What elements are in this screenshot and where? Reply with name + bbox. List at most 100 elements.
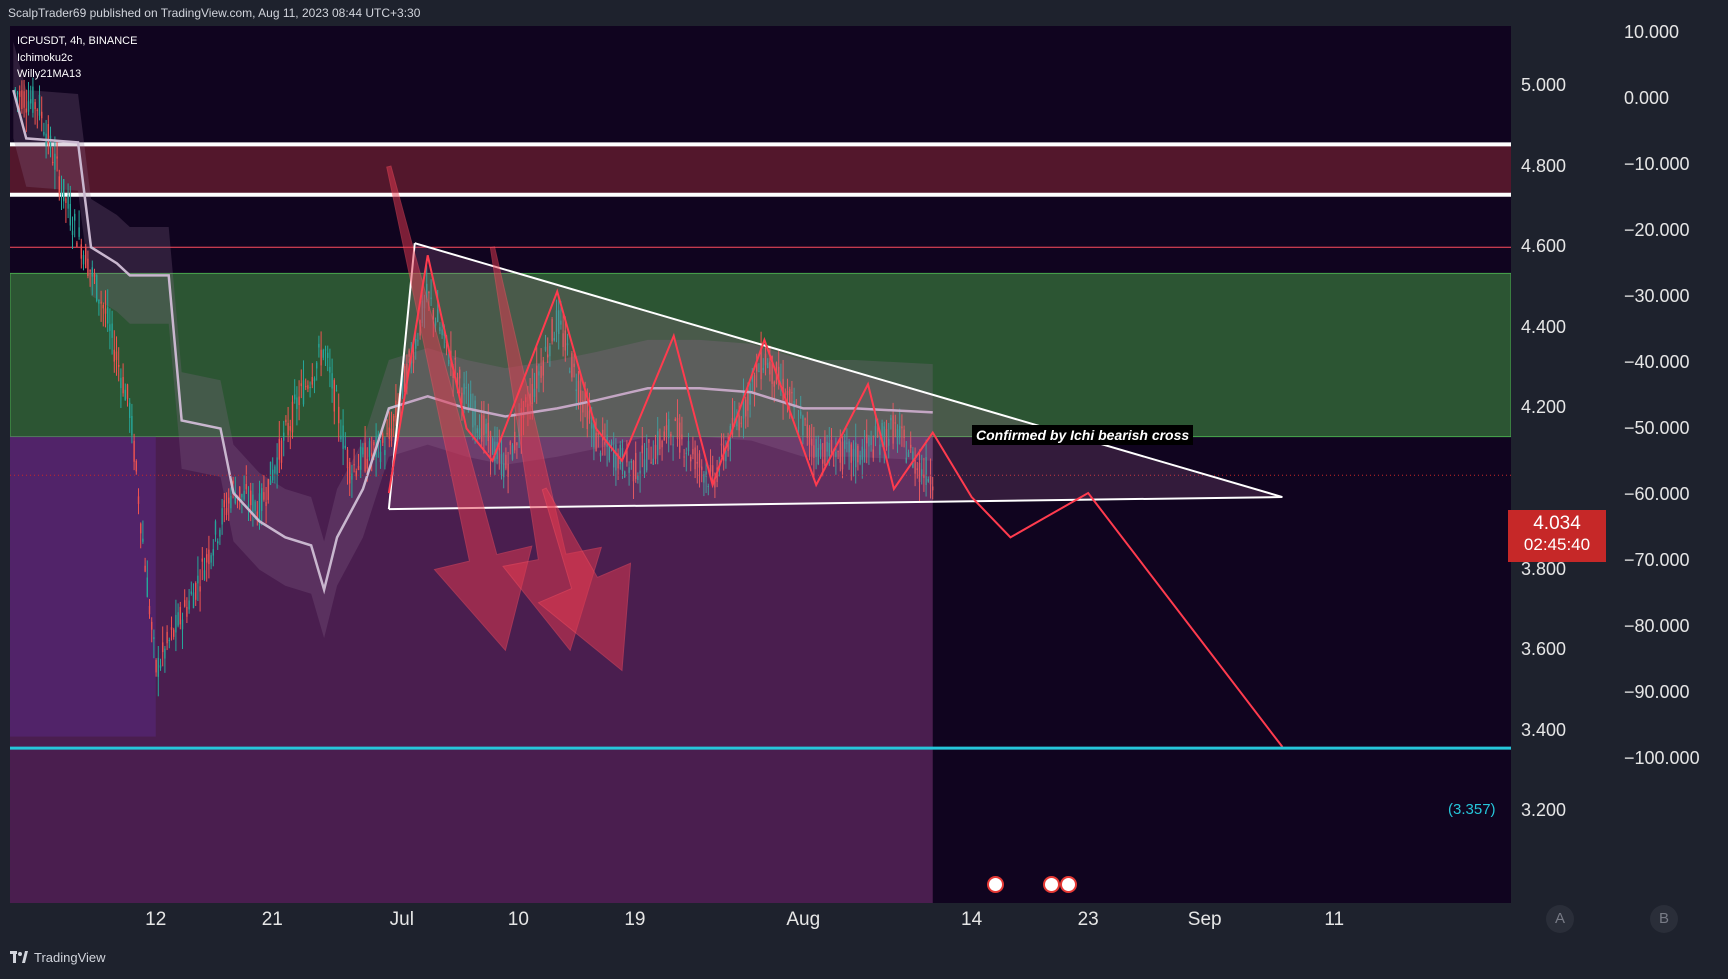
candle-body: [254, 501, 256, 511]
candle-body: [696, 461, 698, 464]
candle-body: [923, 474, 925, 478]
oscillator-axis[interactable]: 10.000 0.000 −10.000 −20.000 −30.000 −40.000 −…: [1606, 22, 1728, 903]
candle-body: [637, 475, 639, 481]
price-axis[interactable]: 5.000 4.800 4.600 4.400 4.200 3.800 3.600 3.400…: [1511, 26, 1606, 903]
triangle-upper-line: [414, 242, 1283, 499]
candle-body: [388, 427, 390, 439]
candle-body: [390, 428, 393, 441]
candle-body: [47, 124, 49, 145]
oscillator-tick-label: −10.000: [1624, 154, 1690, 174]
candle-body: [296, 397, 298, 409]
candle-body: [408, 350, 410, 357]
candle-body: [428, 292, 430, 294]
candle-body: [324, 349, 327, 351]
candle-body: [786, 390, 789, 395]
candle-body: [96, 275, 98, 301]
candle-body: [676, 417, 679, 440]
candle-body: [703, 474, 705, 483]
candle-body: [890, 417, 892, 421]
candle-body: [148, 605, 151, 615]
candle-body: [507, 463, 509, 477]
candle-body: [804, 418, 806, 420]
candle-body: [63, 179, 65, 202]
candle-body: [146, 577, 148, 597]
candle-body: [544, 346, 547, 351]
candle-body: [362, 447, 364, 455]
legend-indicator-willy[interactable]: Willy21MA13: [17, 68, 82, 80]
candle-body: [89, 269, 91, 272]
candle-body: [817, 447, 819, 465]
candle-body: [540, 366, 542, 378]
candle-body: [34, 102, 36, 110]
candle-body: [610, 441, 613, 446]
candle-body: [564, 330, 566, 351]
scale-b-button[interactable]: B: [1650, 905, 1678, 933]
candle-body: [159, 665, 162, 668]
candle-body: [727, 442, 729, 452]
candle-body: [758, 370, 760, 372]
candle-body: [760, 348, 762, 380]
candle-body: [177, 612, 179, 626]
oscillator-tick-label: −30.000: [1624, 286, 1690, 306]
chart-legend: ICPUSDT, 4h, BINANCE Ichimoku2c Willy21M…: [17, 33, 137, 83]
event-flag-icon[interactable]: [1043, 876, 1060, 893]
candle-body: [542, 360, 544, 376]
candle-body: [157, 657, 159, 677]
candle-body: [773, 381, 775, 387]
candle-body: [195, 583, 197, 600]
candle-body: [668, 419, 670, 439]
candle-body: [234, 491, 236, 504]
event-flag-icon[interactable]: [1060, 876, 1077, 893]
legend-indicator-ichimoku[interactable]: Ichimoku2c: [17, 51, 73, 64]
candle-body: [393, 415, 395, 422]
candle-body: [582, 400, 584, 413]
candle-body: [742, 392, 745, 419]
candle-body: [531, 383, 533, 405]
candle-body: [175, 614, 177, 633]
candle-body: [778, 366, 780, 383]
candle-body: [639, 470, 641, 474]
candle-body: [547, 354, 549, 358]
time-axis[interactable]: 12 21 Jul 10 19 Aug 14 23 Sep 11: [10, 903, 1606, 937]
candle-body: [126, 384, 129, 399]
auto-scale-button[interactable]: A: [1546, 905, 1574, 933]
candle-body: [19, 91, 21, 97]
candle-body: [608, 445, 610, 461]
candle-body: [815, 439, 817, 458]
candle-body: [595, 432, 597, 452]
candle-body: [921, 469, 923, 477]
candle-body: [346, 449, 349, 469]
candle-body: [630, 461, 632, 463]
candle-body: [573, 363, 575, 368]
footer-brand: TradingView: [34, 950, 106, 965]
candle-body: [155, 659, 157, 673]
oscillator-tick-label: 10.000: [1624, 22, 1680, 42]
candle-body: [837, 450, 839, 452]
candle-body: [439, 327, 441, 332]
candle-body: [613, 449, 615, 468]
candle-body: [800, 411, 802, 416]
candle-body: [366, 458, 368, 469]
candle-body: [320, 349, 322, 366]
candle-body: [263, 492, 265, 500]
candle-body: [239, 486, 241, 500]
current-price-badge: 4.034 02:45:40: [1508, 510, 1606, 562]
candle-body: [894, 422, 896, 424]
candle-body: [311, 376, 313, 385]
chart-area[interactable]: [10, 26, 1511, 903]
candle-body: [905, 457, 907, 463]
legend-symbol[interactable]: ICPUSDT, 4h, BINANCE: [17, 35, 138, 47]
candle-body: [476, 428, 478, 434]
candle-body: [212, 549, 214, 556]
candle-body: [485, 423, 487, 434]
candle-body: [503, 463, 505, 478]
candle-body: [434, 321, 437, 326]
candle-body: [707, 485, 709, 487]
candle-body: [602, 429, 604, 441]
candle-body: [98, 299, 100, 304]
candle-body: [65, 198, 67, 203]
event-flag-icon[interactable]: [987, 876, 1004, 893]
candle-body: [881, 422, 883, 445]
candle-body: [874, 426, 877, 438]
candle-body: [665, 425, 668, 431]
